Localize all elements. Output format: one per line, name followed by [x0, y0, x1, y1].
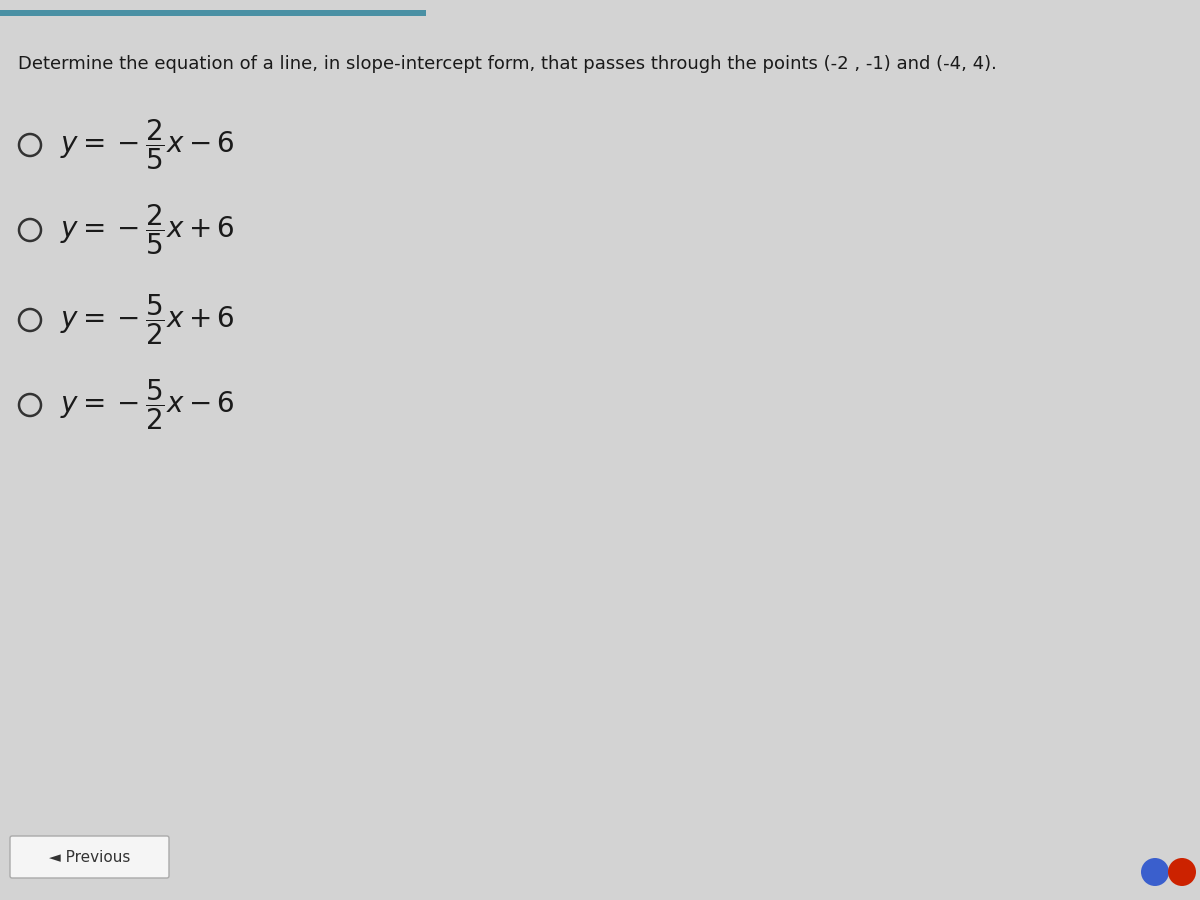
FancyBboxPatch shape	[10, 836, 169, 878]
Text: Determine the equation of a line, in slope-intercept form, that passes through t: Determine the equation of a line, in slo…	[18, 55, 997, 73]
Text: ◄ Previous: ◄ Previous	[49, 850, 130, 865]
Text: $y = -\dfrac{5}{2}x - 6$: $y = -\dfrac{5}{2}x - 6$	[60, 378, 235, 432]
Circle shape	[1141, 858, 1169, 886]
FancyBboxPatch shape	[0, 10, 426, 16]
Text: $y = -\dfrac{5}{2}x + 6$: $y = -\dfrac{5}{2}x + 6$	[60, 292, 235, 347]
Circle shape	[1168, 858, 1196, 886]
Text: $y = -\dfrac{2}{5}x - 6$: $y = -\dfrac{2}{5}x - 6$	[60, 118, 235, 172]
Text: $y = -\dfrac{2}{5}x + 6$: $y = -\dfrac{2}{5}x + 6$	[60, 202, 235, 257]
